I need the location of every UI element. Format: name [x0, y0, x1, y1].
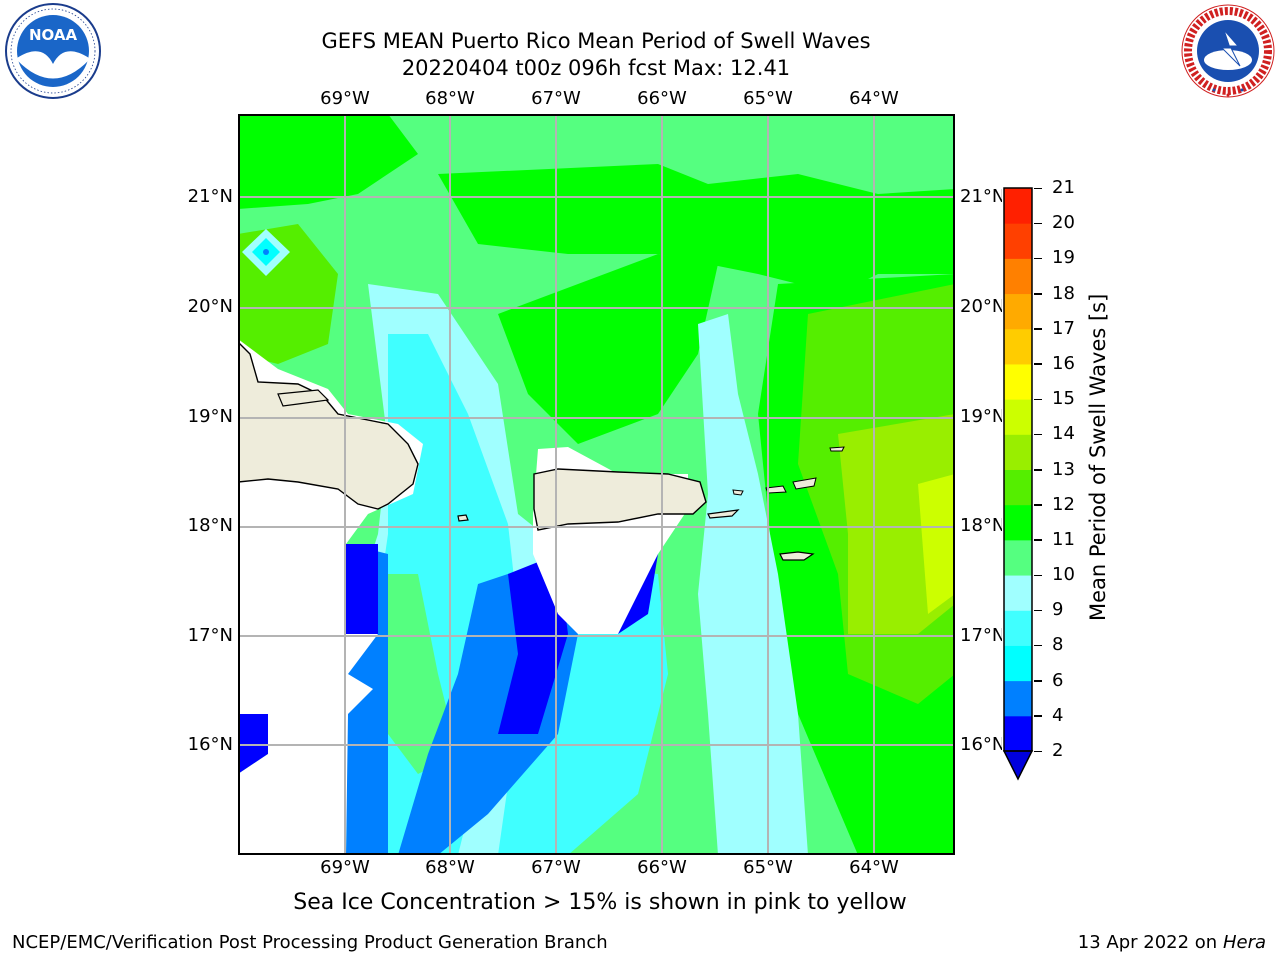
colorbar-outline — [1003, 187, 1033, 752]
lat-label-right: 18°N — [960, 515, 1006, 536]
lat-label-left: 21°N — [187, 186, 233, 207]
colorbar-tick-label: 14 — [1052, 423, 1075, 445]
colorbar-tick-label: 10 — [1052, 564, 1075, 586]
map-subtitle: 20220404 t00z 096h fcst Max: 12.41 — [401, 56, 791, 80]
colorbar-bin — [1004, 680, 1032, 717]
lat-label-left: 20°N — [187, 296, 233, 317]
colorbar-tick-label: 4 — [1052, 704, 1064, 726]
lat-label-right: 21°N — [960, 186, 1006, 207]
colorbar-tick-mark — [1034, 680, 1042, 682]
colorbar-bin — [1004, 434, 1032, 470]
colorbar-bin — [1004, 504, 1032, 541]
colorbar-tick-mark — [1034, 222, 1042, 225]
colorbar-bin — [1004, 363, 1032, 400]
colorbar-bin — [1004, 539, 1032, 576]
swell-period-map — [238, 114, 955, 855]
colorbar-tick-mark — [1034, 187, 1042, 189]
colorbar-bin — [1004, 223, 1032, 259]
colorbar-bin — [1004, 469, 1032, 506]
colorbar — [1002, 186, 1036, 784]
lon-label-bottom: 67°W — [531, 857, 581, 878]
footer-machine: Hera — [1222, 932, 1266, 953]
lon-label-top: 68°W — [425, 88, 475, 109]
colorbar-bin — [1004, 575, 1032, 611]
colorbar-bin — [1004, 610, 1032, 646]
colorbar-bin — [1004, 258, 1032, 295]
colorbar-bin — [1004, 188, 1032, 224]
colorbar-label: Mean Period of Swell Waves [s] — [1086, 293, 1110, 621]
colorbar-tick-label: 9 — [1052, 599, 1064, 621]
colorbar-tick-mark — [1034, 469, 1042, 471]
lat-label-right: 20°N — [960, 296, 1006, 317]
lat-label-left: 19°N — [187, 406, 233, 427]
map-title: GEFS MEAN Puerto Rico Mean Period of Swe… — [321, 29, 871, 53]
colorbar-tick-label: 2 — [1052, 740, 1064, 761]
lon-label-top: 69°W — [320, 88, 370, 109]
colorbar-tick-mark — [1034, 609, 1042, 612]
map-frame — [238, 114, 955, 855]
colorbar-tick-label: 21 — [1052, 177, 1075, 198]
lat-label-right: 16°N — [960, 734, 1006, 755]
colorbar-tick-label: 12 — [1052, 493, 1075, 515]
lat-label-right: 19°N — [960, 406, 1006, 427]
map-gridlines — [238, 114, 955, 855]
footer-date: 13 Apr 2022 on Hera — [1078, 932, 1266, 953]
lon-label-bottom: 65°W — [743, 857, 793, 878]
map-field — [238, 114, 955, 855]
colorbar-tick-label: 19 — [1052, 247, 1075, 269]
colorbar-tick-label: 6 — [1052, 669, 1064, 691]
lat-label-left: 16°N — [187, 734, 233, 755]
footer-date-text: 13 Apr 2022 on — [1077, 932, 1223, 953]
colorbar-tick-mark — [1034, 328, 1042, 330]
colorbar-tick-label: 8 — [1052, 634, 1064, 656]
colorbar-bin — [1004, 328, 1032, 365]
lon-label-bottom: 68°W — [425, 857, 475, 878]
colorbar-tick-mark — [1034, 644, 1042, 647]
colorbar-tick-label: 20 — [1052, 212, 1075, 234]
lon-label-top: 65°W — [743, 88, 793, 109]
lat-label-left: 17°N — [187, 625, 233, 646]
colorbar-tick-label: 17 — [1052, 317, 1075, 339]
colorbar-tick-mark — [1034, 539, 1042, 541]
colorbar-tick-mark — [1034, 574, 1042, 577]
colorbar-tick-label: 13 — [1052, 458, 1075, 480]
lon-label-bottom: 69°W — [320, 857, 370, 878]
colorbar-tick-mark — [1034, 715, 1042, 717]
colorbar-bin — [1004, 645, 1032, 682]
colorbar-tick-mark — [1034, 750, 1042, 752]
colorbar-tick-label: 15 — [1052, 388, 1075, 410]
colorbar-tick-mark — [1034, 363, 1042, 365]
colorbar-tick-mark — [1034, 257, 1042, 260]
colorbar-tick-label: 11 — [1052, 528, 1075, 550]
svg-text:NOAA: NOAA — [29, 26, 78, 44]
lon-label-top: 66°W — [637, 88, 687, 109]
colorbar-bin — [1004, 293, 1032, 330]
colorbar-bin — [1004, 399, 1032, 435]
lon-label-bottom: 64°W — [849, 857, 899, 878]
hispaniola-land — [238, 341, 419, 510]
lat-label-left: 18°N — [187, 515, 233, 536]
footer-credit: NCEP/EMC/Verification Post Processing Pr… — [12, 932, 608, 953]
colorbar-tick-mark — [1034, 433, 1042, 436]
colorbar-under-arrow — [1002, 750, 1034, 781]
lon-label-top: 67°W — [531, 88, 581, 109]
lat-label-right: 17°N — [960, 625, 1006, 646]
colorbar-tick-label: 16 — [1052, 352, 1075, 374]
nws-logo — [1181, 4, 1275, 98]
colorbar-tick-mark — [1034, 504, 1042, 506]
lon-label-bottom: 66°W — [637, 857, 687, 878]
colorbar-tick-mark — [1034, 398, 1042, 401]
colorbar-bin — [1004, 715, 1032, 752]
noaa-logo: NOAA — [5, 3, 101, 99]
sea-ice-note: Sea Ice Concentration > 15% is shown in … — [293, 890, 907, 915]
colorbar-tick-mark — [1034, 293, 1042, 295]
lon-label-top: 64°W — [849, 88, 899, 109]
colorbar-tick-label: 18 — [1052, 282, 1075, 304]
